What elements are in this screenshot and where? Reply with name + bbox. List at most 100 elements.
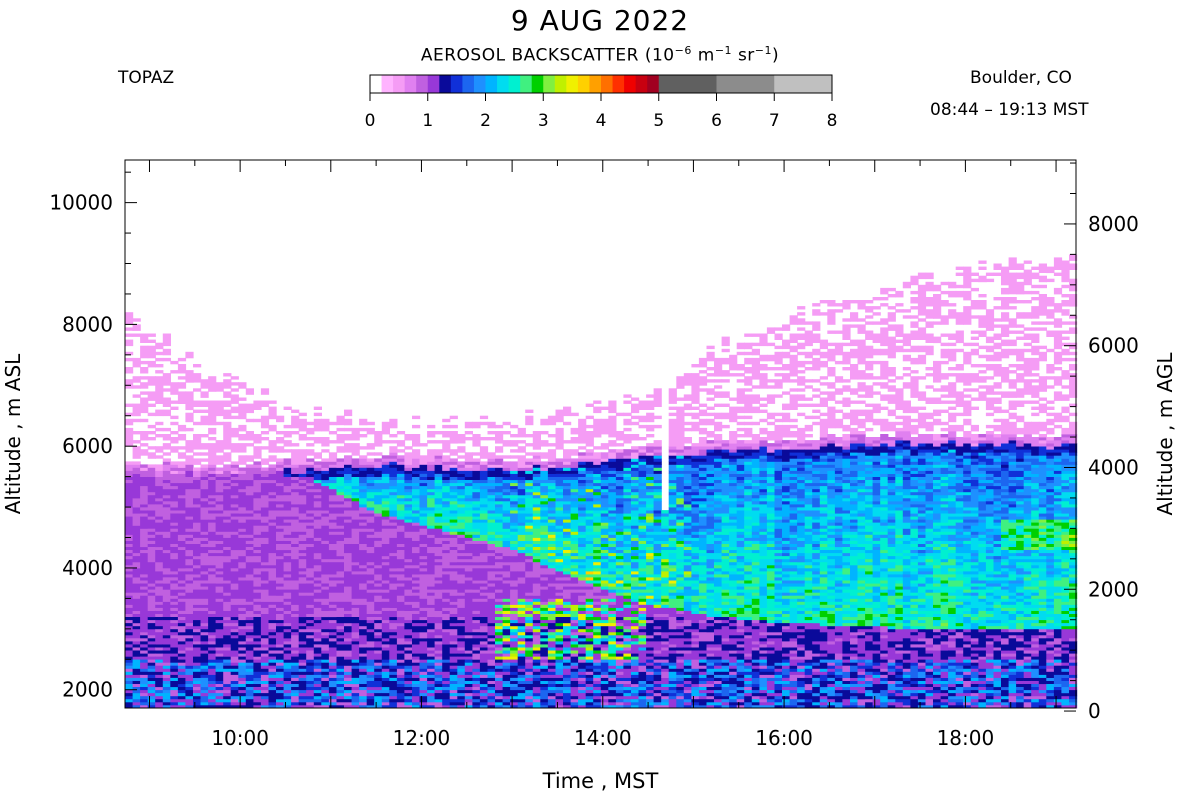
heatmap-cell bbox=[638, 686, 647, 691]
heatmap-cell bbox=[517, 571, 526, 578]
heatmap-cell bbox=[698, 628, 708, 633]
heatmap-cell bbox=[223, 400, 232, 407]
heatmap-cell bbox=[208, 653, 217, 660]
heatmap-cell bbox=[487, 476, 496, 480]
heatmap-cell bbox=[328, 692, 338, 697]
heatmap-cell bbox=[721, 665, 730, 669]
heatmap-cell bbox=[502, 513, 511, 517]
heatmap-cell bbox=[374, 564, 383, 569]
heatmap-cell bbox=[555, 698, 564, 706]
heatmap-cell bbox=[532, 473, 541, 477]
heatmap-cell bbox=[434, 589, 443, 599]
heatmap-cell bbox=[404, 561, 413, 566]
heatmap-cell bbox=[200, 677, 209, 688]
heatmap-cell bbox=[140, 647, 149, 651]
heatmap-cell bbox=[419, 616, 428, 621]
heatmap-cell bbox=[714, 647, 723, 651]
heatmap-cell bbox=[155, 376, 164, 404]
heatmap-cell bbox=[585, 467, 594, 471]
heatmap-cell bbox=[427, 677, 436, 681]
heatmap-cell bbox=[381, 564, 390, 581]
heatmap-cell bbox=[276, 662, 285, 666]
heatmap-cell bbox=[276, 540, 285, 544]
heatmap-cell bbox=[427, 552, 436, 575]
heatmap-cell bbox=[298, 662, 307, 666]
heatmap-cell bbox=[351, 641, 360, 645]
heatmap-cell bbox=[608, 701, 617, 706]
heatmap-cell bbox=[238, 507, 247, 514]
heatmap-cell bbox=[162, 531, 171, 538]
heatmap-cell bbox=[238, 659, 247, 663]
heatmap-cell bbox=[585, 668, 594, 672]
heatmap-cell bbox=[313, 583, 322, 587]
heatmap-cell bbox=[276, 461, 285, 465]
heatmap-cell bbox=[698, 470, 708, 474]
heatmap-cell bbox=[147, 504, 156, 511]
heatmap-cell bbox=[238, 692, 247, 697]
heatmap-cell bbox=[698, 531, 708, 535]
heatmap-cell bbox=[683, 589, 692, 596]
heatmap-cell bbox=[608, 519, 617, 523]
heatmap-cell bbox=[570, 568, 579, 572]
heatmap-cell bbox=[268, 656, 277, 660]
heatmap-cell bbox=[389, 616, 398, 621]
heatmap-cell bbox=[563, 674, 572, 678]
heatmap-cell bbox=[276, 665, 285, 669]
heatmap-cell bbox=[714, 665, 723, 669]
heatmap-cell bbox=[412, 501, 421, 505]
heatmap-cell bbox=[638, 641, 647, 645]
heatmap-cell bbox=[132, 357, 141, 368]
heatmap-cell bbox=[147, 561, 156, 584]
heatmap-cell bbox=[510, 571, 519, 581]
heatmap-cell bbox=[208, 610, 217, 614]
heatmap-cell bbox=[479, 497, 489, 505]
heatmap-cell bbox=[396, 616, 406, 624]
heatmap-cell bbox=[540, 504, 549, 508]
heatmap-cell bbox=[125, 552, 134, 557]
heatmap-cell bbox=[525, 558, 534, 563]
heatmap-cell bbox=[638, 537, 647, 541]
heatmap-cell bbox=[563, 574, 572, 578]
heatmap-cell bbox=[291, 650, 300, 654]
heatmap-cell bbox=[653, 686, 662, 691]
heatmap-cell bbox=[351, 701, 360, 706]
heatmap-cell bbox=[321, 479, 330, 484]
heatmap-cell bbox=[306, 683, 315, 687]
heatmap-cell bbox=[555, 461, 564, 468]
heatmap-cell bbox=[351, 443, 360, 456]
heatmap-cell bbox=[487, 452, 496, 459]
heatmap-cell bbox=[623, 534, 632, 541]
heatmap-cell bbox=[147, 650, 156, 654]
heatmap-cell bbox=[615, 625, 625, 630]
heatmap-cell bbox=[230, 698, 239, 703]
heatmap-cell bbox=[230, 665, 239, 669]
heatmap-cell bbox=[306, 671, 315, 675]
heatmap-cell bbox=[230, 701, 239, 706]
heatmap-cell bbox=[668, 491, 677, 496]
heatmap-cell bbox=[283, 549, 292, 554]
heatmap-cell bbox=[510, 494, 519, 499]
heatmap-cell bbox=[676, 491, 685, 496]
heatmap-cell bbox=[140, 701, 149, 706]
heatmap-cell bbox=[487, 458, 496, 462]
heatmap-cell bbox=[540, 701, 549, 706]
heatmap-cell bbox=[623, 543, 632, 547]
heatmap-cell bbox=[653, 583, 662, 587]
heatmap-cell bbox=[404, 671, 413, 675]
heatmap-cell bbox=[706, 497, 715, 502]
heatmap-cell bbox=[215, 382, 224, 392]
heatmap-cell bbox=[698, 534, 708, 538]
heatmap-cell bbox=[698, 458, 708, 462]
heatmap-cell bbox=[668, 452, 677, 456]
heatmap-cell bbox=[683, 595, 692, 599]
heatmap-cell bbox=[185, 555, 194, 560]
heatmap-cell bbox=[185, 641, 194, 648]
heatmap-cell bbox=[351, 491, 360, 496]
heatmap-cell bbox=[381, 583, 390, 590]
heatmap-cell bbox=[600, 625, 609, 636]
heatmap-cell bbox=[389, 659, 398, 663]
heatmap-cell bbox=[464, 501, 473, 505]
heatmap-cell bbox=[600, 604, 609, 608]
heatmap-cell bbox=[517, 446, 526, 453]
heatmap-cell bbox=[298, 464, 307, 474]
